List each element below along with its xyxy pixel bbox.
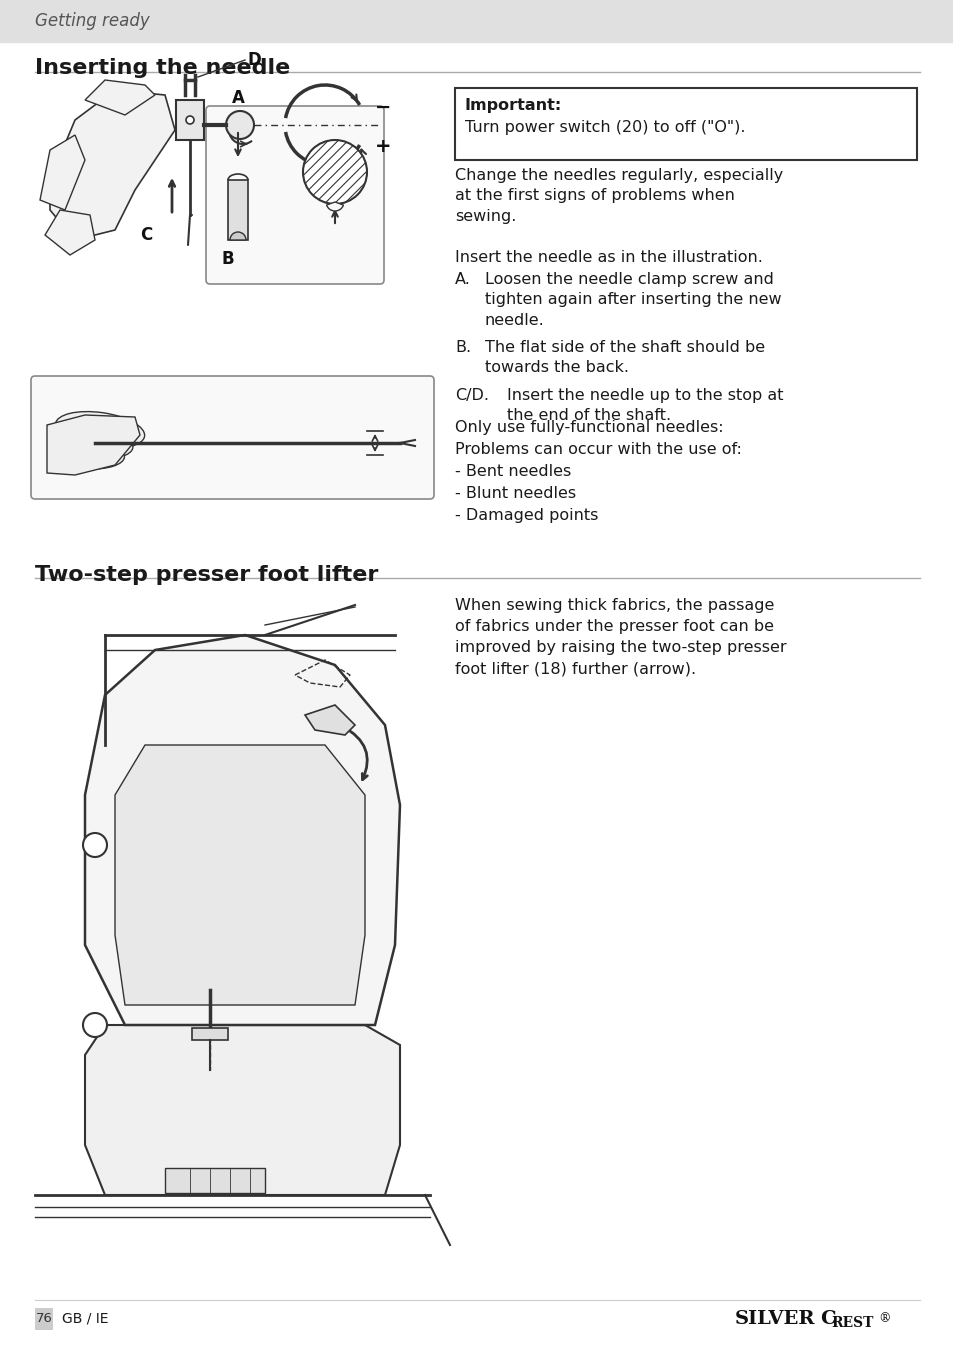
Text: SILVER: SILVER — [734, 1310, 815, 1328]
Text: Loosen the needle clamp screw and
tighten again after inserting the new
needle.: Loosen the needle clamp screw and tighte… — [484, 271, 781, 328]
Text: C/D.: C/D. — [455, 387, 489, 404]
Text: The flat side of the shaft should be
towards the back.: The flat side of the shaft should be tow… — [484, 340, 764, 375]
Text: A: A — [232, 89, 245, 107]
Text: Only use fully-functional needles:: Only use fully-functional needles: — [455, 420, 723, 435]
Bar — [165, 1168, 265, 1193]
Ellipse shape — [53, 429, 132, 459]
Text: D: D — [248, 51, 261, 69]
Text: Problems can occur with the use of:: Problems can occur with the use of: — [455, 441, 741, 458]
Text: REST: REST — [830, 1316, 872, 1330]
Polygon shape — [40, 135, 85, 211]
Bar — [0, 0, 953, 42]
Text: - Bent needles: - Bent needles — [455, 464, 571, 479]
Polygon shape — [85, 80, 154, 115]
Text: Inserting the needle: Inserting the needle — [35, 58, 290, 78]
Wedge shape — [326, 202, 343, 211]
Polygon shape — [305, 705, 355, 734]
Text: C: C — [140, 225, 152, 244]
Text: Insert the needle up to the stop at
the end of the shaft.: Insert the needle up to the stop at the … — [506, 387, 782, 424]
Text: A.: A. — [455, 271, 471, 288]
Text: ®: ® — [877, 1312, 889, 1326]
Text: - Blunt needles: - Blunt needles — [455, 486, 576, 501]
Polygon shape — [85, 1025, 399, 1195]
Text: B.: B. — [455, 340, 471, 355]
Text: - Damaged points: - Damaged points — [455, 508, 598, 522]
Bar — [175, 100, 204, 140]
Polygon shape — [45, 211, 95, 255]
Text: +: + — [375, 138, 391, 157]
Polygon shape — [85, 634, 399, 1025]
Text: Two-step presser foot lifter: Two-step presser foot lifter — [35, 566, 378, 585]
Bar — [228, 180, 248, 240]
Polygon shape — [192, 1027, 228, 1040]
Ellipse shape — [55, 412, 145, 448]
Polygon shape — [47, 414, 140, 475]
Ellipse shape — [50, 441, 124, 468]
Polygon shape — [115, 745, 365, 1004]
Text: Change the needles regularly, especially
at the first signs of problems when
sew: Change the needles regularly, especially… — [455, 167, 782, 224]
Circle shape — [83, 833, 107, 857]
Text: C: C — [820, 1310, 835, 1328]
Circle shape — [226, 111, 253, 139]
Circle shape — [186, 116, 193, 124]
Bar — [35, 1308, 53, 1330]
FancyBboxPatch shape — [30, 377, 434, 500]
Text: Important:: Important: — [464, 99, 561, 113]
Bar — [455, 88, 916, 161]
Text: B: B — [222, 250, 234, 269]
Polygon shape — [50, 90, 174, 240]
Text: Turn power switch (20) to off ("O").: Turn power switch (20) to off ("O"). — [464, 120, 744, 135]
Text: GB / IE: GB / IE — [62, 1312, 109, 1326]
Text: 76: 76 — [36, 1312, 52, 1326]
Text: When sewing thick fabrics, the passage
of fabrics under the presser foot can be
: When sewing thick fabrics, the passage o… — [455, 598, 786, 676]
Wedge shape — [230, 232, 246, 240]
Circle shape — [83, 1012, 107, 1037]
FancyBboxPatch shape — [206, 107, 384, 284]
Text: Insert the needle as in the illustration.: Insert the needle as in the illustration… — [455, 250, 762, 265]
Text: −: − — [375, 97, 391, 116]
Circle shape — [303, 140, 367, 204]
Text: Getting ready: Getting ready — [35, 12, 150, 30]
